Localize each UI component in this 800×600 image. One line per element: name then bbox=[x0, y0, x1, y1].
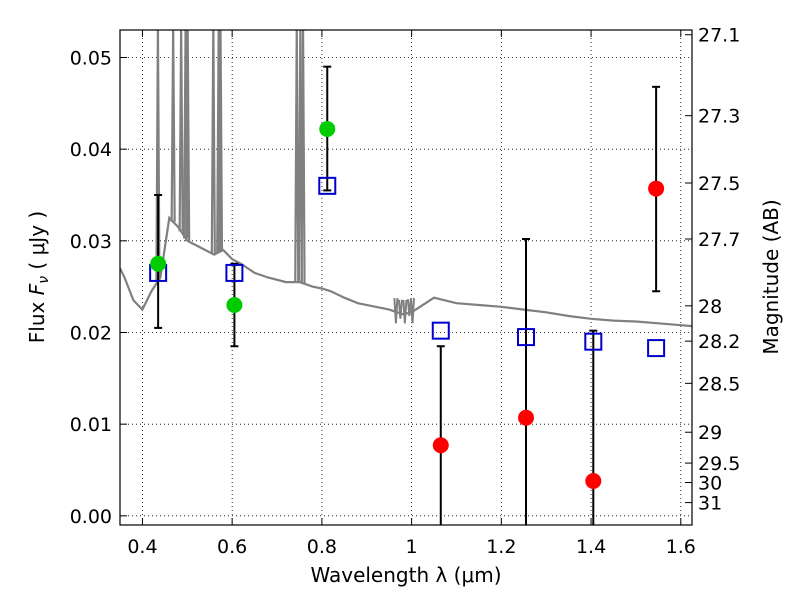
x-axis-ticks: 0.4 0.6 0.8 1 1.2 1.4 1.6 bbox=[127, 30, 696, 558]
right-tick-label: 27.1 bbox=[698, 25, 740, 47]
right-tick-label: 28.2 bbox=[698, 331, 740, 353]
y-axis-ticks: 0.00 0.01 0.02 0.03 0.04 0.05 bbox=[70, 48, 127, 528]
absorption-dip bbox=[406, 298, 412, 317]
x-axis-label: Wavelength λ (μm) bbox=[310, 563, 501, 587]
nondetection-point bbox=[432, 437, 449, 454]
x-tick-label: 0.8 bbox=[307, 536, 337, 558]
absorption-dip bbox=[393, 298, 399, 324]
right-axis-label: Magnitude (AB) bbox=[759, 199, 783, 354]
nondetection-point bbox=[518, 409, 535, 426]
right-tick-label: 29 bbox=[698, 422, 722, 444]
x-tick-label: 1.2 bbox=[486, 536, 516, 558]
x-tick-label: 0.6 bbox=[217, 536, 247, 558]
spectrum-continuum bbox=[120, 215, 692, 328]
model-photometry-square bbox=[431, 321, 450, 340]
data-markers bbox=[149, 121, 666, 489]
y-tick-label: 0.05 bbox=[70, 48, 112, 70]
model-photometry-square bbox=[647, 339, 666, 358]
right-tick-label: 29.5 bbox=[698, 453, 740, 475]
right-tick-label: 27.5 bbox=[698, 173, 740, 195]
right-tick-label: 30 bbox=[698, 473, 722, 495]
y-tick-label: 0.04 bbox=[70, 139, 112, 161]
right-tick-label: 27.7 bbox=[698, 229, 740, 251]
absorption-dip bbox=[410, 297, 416, 324]
y-tick-label: 0.02 bbox=[70, 323, 112, 345]
y-label-subscript: ν bbox=[36, 276, 52, 284]
absorption-dip bbox=[397, 299, 403, 319]
grid-lines bbox=[120, 30, 692, 525]
y-tick-label: 0.03 bbox=[70, 231, 112, 253]
emission-line bbox=[178, 30, 184, 232]
model-photometry-square bbox=[517, 328, 536, 347]
detection-point bbox=[319, 121, 336, 137]
right-tick-label: 28.5 bbox=[698, 373, 740, 395]
y-label-text: Flux bbox=[25, 295, 49, 343]
y-label-symbol: F bbox=[25, 283, 49, 295]
detection-point bbox=[150, 255, 167, 272]
model-photometry-square bbox=[225, 263, 244, 282]
y-label-unit: ( μJy ) bbox=[25, 211, 49, 276]
plot-frame bbox=[119, 29, 693, 526]
model-photometry-square bbox=[318, 176, 337, 195]
x-tick-label: 1.6 bbox=[666, 536, 696, 558]
emission-line bbox=[217, 30, 224, 252]
model-spectrum bbox=[120, 30, 692, 328]
nondetection-point bbox=[648, 180, 665, 197]
emission-line bbox=[170, 30, 176, 222]
emission-line bbox=[300, 30, 306, 284]
y-tick-label: 0.01 bbox=[70, 414, 112, 436]
emission-line bbox=[294, 30, 300, 283]
right-tick-label: 28 bbox=[698, 296, 722, 318]
y-axis-label: Flux Fν ( μJy ) bbox=[25, 211, 52, 343]
emission-line bbox=[210, 30, 216, 255]
model-photometry-square bbox=[584, 332, 603, 351]
absorption-dip bbox=[402, 299, 408, 324]
right-tick-label: 27.3 bbox=[698, 106, 740, 128]
emission-line bbox=[185, 30, 191, 242]
x-tick-label: 1 bbox=[406, 536, 418, 558]
x-tick-label: 1.4 bbox=[576, 536, 606, 558]
nondetection-point bbox=[585, 473, 602, 489]
detection-point bbox=[226, 297, 243, 313]
y-tick-label: 0.00 bbox=[70, 506, 112, 528]
x-tick-label: 0.4 bbox=[127, 536, 157, 558]
right-tick-label: 31 bbox=[698, 493, 722, 515]
